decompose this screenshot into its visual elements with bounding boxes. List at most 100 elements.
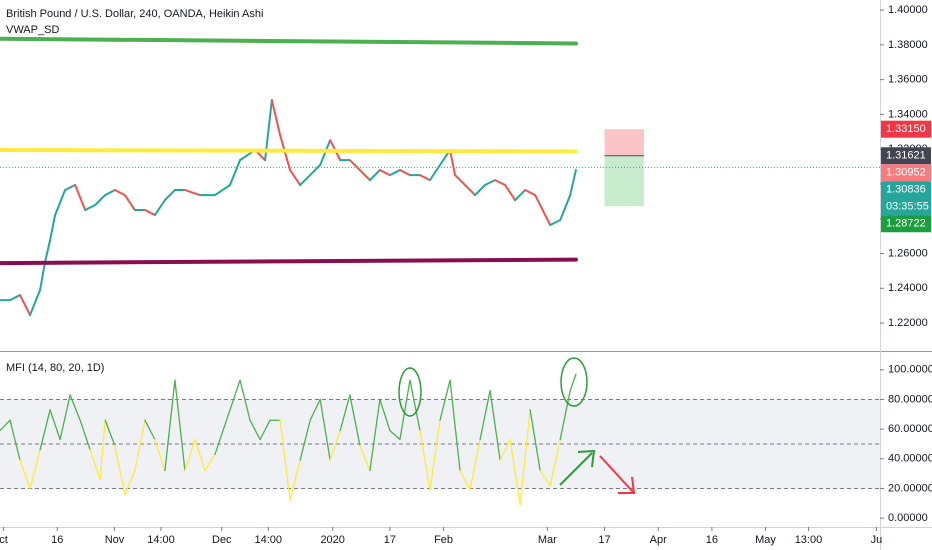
series-segment: [484, 179, 497, 186]
series-segment: [309, 398, 321, 421]
series-segment: [358, 169, 371, 182]
series-segment: [399, 379, 411, 441]
series-segment: [239, 379, 251, 421]
series-segment: [494, 179, 507, 186]
x-tick-label: Apr: [650, 534, 667, 546]
series-segment: [398, 169, 411, 177]
series-segment: [428, 164, 441, 182]
series-segment: [94, 194, 107, 206]
series-segment: [39, 261, 47, 292]
annotations: [398, 357, 636, 494]
series-segment: [154, 438, 166, 472]
series-segment: [49, 214, 57, 242]
series-segment: [249, 419, 261, 441]
y-tick-label: 1.36000: [888, 74, 928, 86]
series-segment: [89, 449, 101, 481]
series-segment: [429, 419, 441, 491]
series-segment: [319, 398, 331, 461]
series-segment: [0, 257, 578, 266]
series-segment: [143, 209, 156, 217]
series-segment: [0, 36, 578, 46]
series-segment: [459, 469, 471, 491]
series-segment: [299, 174, 312, 186]
series-segment: [378, 169, 391, 177]
series-segment: [339, 394, 351, 432]
y-tick-label: 20.00000: [888, 482, 932, 494]
x-tick-label: Dec: [212, 534, 232, 546]
series-segment: [214, 409, 231, 455]
series-segment: [114, 444, 126, 496]
series-segment: [54, 189, 67, 217]
series-segment: [289, 459, 301, 501]
y-tick-label: 60.00000: [888, 423, 932, 435]
series-segment: [64, 183, 77, 192]
series-segment: [539, 469, 551, 487]
series-segment: [124, 469, 136, 496]
series-segment: [349, 394, 361, 447]
series-segment: [69, 394, 81, 421]
series-segment: [509, 438, 521, 506]
y-tick-label: 80.00000: [888, 393, 932, 405]
series-segment: [469, 438, 481, 491]
x-tick-label: 17: [384, 534, 396, 546]
price-label-box: [881, 164, 931, 182]
series-segment: [183, 189, 201, 197]
chart-title: British Pound / U.S. Dollar, 240, OANDA,…: [6, 8, 263, 20]
price-label: 1.30836: [886, 184, 926, 196]
series-segment: [549, 219, 562, 226]
series-segment: [454, 174, 467, 186]
x-tick-label: 14:00: [255, 534, 283, 546]
series-segment: [213, 183, 232, 197]
series-segment: [559, 194, 572, 222]
y-tick-label: 1.24000: [888, 282, 928, 294]
y-tick-label: 40.00000: [888, 453, 932, 465]
series-segment: [113, 189, 126, 197]
series-segment: [299, 419, 311, 461]
x-tick-label: May: [755, 534, 776, 546]
series-segment: [464, 183, 477, 197]
price-label: 1.30952: [886, 167, 926, 179]
series-segment: [504, 183, 517, 202]
series-segment: [359, 444, 371, 472]
series-segment: [449, 149, 457, 177]
indicator-title: VWAP_SD: [6, 24, 59, 36]
price-label-box: [881, 181, 931, 216]
series-segment: [194, 438, 206, 472]
series-segment: [569, 169, 577, 197]
x-tick-label: 2020: [320, 534, 344, 546]
series-segment: [49, 409, 61, 441]
x-tick-label: 16: [51, 534, 63, 546]
price-label-box: [881, 147, 931, 165]
series-segment: [368, 169, 381, 182]
y-tick-label: 1.22000: [888, 317, 928, 329]
x-tick-label: Ju: [871, 534, 883, 546]
series-segment: [184, 438, 196, 472]
series-segment: [229, 159, 242, 186]
y-tick-label: 0.00000: [888, 512, 928, 524]
series-segment: [524, 189, 537, 197]
series-segment: [514, 189, 527, 202]
series-segment: [519, 409, 531, 506]
price-label-box: [881, 120, 931, 138]
series-segment: [153, 199, 166, 217]
series-segment: [279, 419, 291, 501]
series-segment: [84, 203, 97, 212]
series-segment: [163, 189, 176, 202]
series-segment: [174, 379, 186, 472]
stop-zone: [604, 129, 644, 156]
series-segment: [270, 99, 282, 137]
x-tick-label: 14:00: [147, 534, 175, 546]
series-segment: [9, 294, 22, 302]
series-segment: [559, 389, 571, 441]
series-segment: [19, 294, 32, 317]
series-segment: [59, 394, 71, 441]
series-segment: [474, 183, 487, 197]
circle-annotation: [560, 357, 588, 407]
series-segment: [379, 398, 391, 432]
series-segment: [229, 379, 241, 411]
series-segment: [479, 389, 491, 441]
series-segment: [409, 379, 421, 432]
series-segment: [29, 449, 41, 490]
